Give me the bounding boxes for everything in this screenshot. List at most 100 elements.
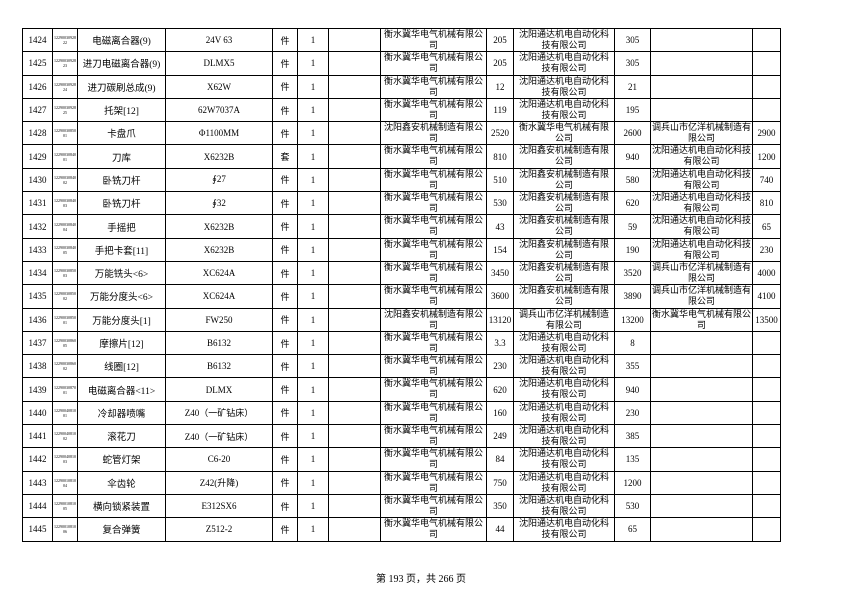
item-code: 1229003086002 — [52, 354, 78, 379]
price: 940 — [614, 144, 651, 169]
item-unit: 件 — [272, 260, 298, 286]
item-name: 卡盘爪 — [77, 121, 166, 146]
row-number: 1439 — [22, 377, 53, 402]
empty-cell — [752, 447, 781, 472]
price: 2600 — [614, 121, 651, 146]
empty-cell — [650, 51, 753, 76]
price: 2900 — [752, 121, 781, 146]
row-number: 1428 — [22, 121, 53, 146]
price: 160 — [486, 400, 514, 426]
supplier: 沈阳通达机电自动化科技有限公司 — [650, 214, 753, 239]
supplier: 沈阳通达机电自动化科技有限公司 — [513, 354, 615, 379]
supplier: 沈阳通达机电自动化科技有限公司 — [513, 493, 615, 519]
supplier: 沈阳通达机电自动化科技有限公司 — [513, 424, 615, 449]
item-code: 1229003086005 — [52, 330, 78, 356]
item-unit: 件 — [272, 330, 298, 356]
item-code: 1229003087001 — [52, 377, 78, 402]
item-model: XC624A — [165, 260, 273, 286]
item-unit: 件 — [272, 97, 298, 123]
item-code: 1229004081001 — [52, 400, 78, 426]
item-name: 刀库 — [77, 144, 166, 169]
price: 4100 — [752, 284, 781, 309]
item-name: 进刀电磁离合器(9) — [77, 51, 166, 76]
item-qty: 1 — [297, 74, 329, 99]
supplier: 衡水冀华电气机械有限公司 — [380, 377, 487, 402]
supplier: 衡水冀华电气机械有限公司 — [380, 237, 487, 262]
supplier: 沈阳通达机电自动化科技有限公司 — [513, 517, 615, 542]
supplier: 沈阳通达机电自动化科技有限公司 — [650, 167, 753, 193]
item-name: 托架[12] — [77, 97, 166, 123]
item-name: 冷却器喷嘴 — [77, 400, 166, 426]
row-number: 1435 — [22, 284, 53, 309]
item-code: 1229003092823 — [52, 51, 78, 76]
empty-cell — [328, 191, 381, 216]
price: 154 — [486, 237, 514, 262]
empty-cell — [650, 400, 753, 426]
item-code: 1229003085001 — [52, 307, 78, 332]
empty-cell — [328, 144, 381, 169]
item-model: ∮27 — [165, 167, 273, 193]
item-unit: 件 — [272, 51, 298, 76]
empty-cell — [650, 377, 753, 402]
supplier: 沈阳鑫安机械制造有限公司 — [513, 191, 615, 216]
item-qty: 1 — [297, 237, 329, 262]
supplier: 调兵山市亿洋机械制造有限公司 — [650, 284, 753, 309]
row-number: 1438 — [22, 354, 53, 379]
supplier: 衡水冀华电气机械有限公司 — [380, 517, 487, 542]
item-name: 手把卡套[11] — [77, 237, 166, 262]
empty-cell — [752, 97, 781, 123]
supplier: 沈阳通达机电自动化科技有限公司 — [650, 237, 753, 262]
empty-cell — [752, 470, 781, 495]
supplier: 调兵山市亿洋机械制造有限公司 — [650, 121, 753, 146]
supplier: 沈阳鑫安机械制造有限公司 — [380, 307, 487, 332]
item-unit: 件 — [272, 493, 298, 519]
empty-cell — [752, 400, 781, 426]
item-name: 卧铣刀杆 — [77, 191, 166, 216]
supplier: 衡水冀华电气机械有限公司 — [380, 191, 487, 216]
item-qty: 1 — [297, 377, 329, 402]
item-model: B6132 — [165, 330, 273, 356]
empty-cell — [650, 493, 753, 519]
price: 750 — [486, 470, 514, 495]
item-unit: 套 — [272, 144, 298, 169]
row-number: 1442 — [22, 447, 53, 472]
supplier: 衡水冀华电气机械有限公司 — [380, 260, 487, 286]
table-row: 1433 1229003084005 手把卡套[11] X6232B 件 1 衡水冀华电气机… — [22, 237, 781, 262]
price: 135 — [614, 447, 651, 472]
table-row: 1437 1229003086005 摩擦片[12] B6132 件 1 衡水冀华电气机械有… — [22, 330, 781, 356]
table-row: 1430 1229003084002 卧铣刀杆 ∮27 件 1 衡水冀华电气机械有限公司 51… — [22, 167, 781, 193]
supplier: 衡水冀华电气机械有限公司 — [380, 27, 487, 53]
parts-table: 1424 1229003092822 电磁离合器(9) 24V 63 件 1 衡水冀华电气机… — [22, 27, 781, 542]
row-number: 1426 — [22, 74, 53, 99]
price: 305 — [614, 51, 651, 76]
empty-cell — [752, 330, 781, 356]
price: 13200 — [614, 307, 651, 332]
item-code: 1229001081004 — [52, 470, 78, 495]
item-code: 1229003084001 — [52, 144, 78, 169]
empty-cell — [328, 237, 381, 262]
empty-cell — [650, 27, 753, 53]
supplier: 沈阳通达机电自动化科技有限公司 — [513, 470, 615, 495]
item-qty: 1 — [297, 284, 329, 309]
price: 530 — [486, 191, 514, 216]
item-qty: 1 — [297, 191, 329, 216]
row-number: 1430 — [22, 167, 53, 193]
item-unit: 件 — [272, 400, 298, 426]
empty-cell — [650, 424, 753, 449]
item-unit: 件 — [272, 191, 298, 216]
item-name: 伞齿轮 — [77, 470, 166, 495]
supplier: 调兵山市亿洋机械制造有限公司 — [513, 307, 615, 332]
price: 21 — [614, 74, 651, 99]
empty-cell — [650, 97, 753, 123]
empty-cell — [328, 330, 381, 356]
supplier: 调兵山市亿洋机械制造有限公司 — [650, 260, 753, 286]
supplier: 衡水冀华电气机械有限公司 — [380, 97, 487, 123]
empty-cell — [328, 354, 381, 379]
table-row: 1434 1229003085003 万能铣头<6> XC624A 件 1 衡水冀华电气机械… — [22, 260, 781, 286]
table-row: 1425 1229003092823 进刀电磁离合器(9) DLMX5 件 1 衡水冀华电气… — [22, 51, 781, 76]
empty-cell — [752, 377, 781, 402]
price: 13500 — [752, 307, 781, 332]
item-unit: 件 — [272, 237, 298, 262]
page-footer: 第 193 页，共 266 页 — [376, 574, 466, 585]
empty-cell — [650, 517, 753, 542]
